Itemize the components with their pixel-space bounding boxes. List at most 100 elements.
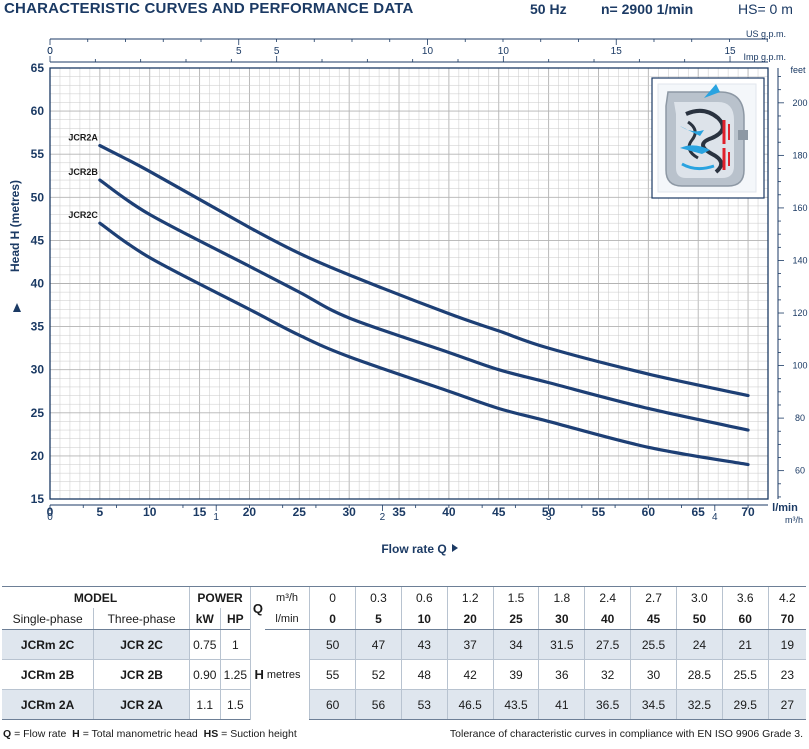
head-cell: 32.5 (675, 689, 723, 720)
feet-tick-label: 100 (792, 361, 807, 371)
head-cell: 36 (538, 659, 585, 690)
m3h-tick-label: 2 (380, 512, 386, 523)
q-m3h-cell: 1.5 (492, 586, 539, 608)
y-axis-title: Head H (metres) (8, 180, 22, 272)
q-m3h-cell: 4.2 (767, 586, 806, 608)
x-tick-label: 65 (692, 505, 706, 519)
head-cell: 56 (355, 689, 402, 720)
h-desc: = Total manometric head (82, 728, 198, 740)
feet-tick-label: 160 (792, 203, 807, 213)
three-phase-model: JCR 2C (93, 629, 190, 660)
head-cell: 55 (309, 659, 356, 690)
m3h-tick-label: 1 (213, 512, 219, 523)
q-m3h-cell: 3.6 (721, 586, 769, 608)
y-tick-label: 55 (31, 147, 45, 161)
x-tick-labels: 0 5 10 15 20 25 30 35 40 45 50 55 60 65 70 (47, 505, 755, 519)
performance-chart: 0 5 10 15 0 5 10 15 US g.p.m. Imp g.p.m. 0 1 2 3 4… (8, 29, 808, 556)
q-lmin-cell: 0 (309, 608, 356, 630)
feet-tick-label: 180 (792, 150, 807, 160)
tolerance-note: Tolerance of characteristic curves in co… (449, 728, 803, 740)
single-phase-model: JCRm 2A (2, 689, 94, 720)
legend-footnote: Q = Flow rate H = Total manometric head … (3, 728, 297, 740)
imp-gpm-tick-label: 10 (498, 46, 510, 57)
head-cell: 34 (492, 629, 539, 660)
head-cell: 47 (355, 629, 402, 660)
curves (98, 143, 750, 467)
x-tick-label: 0 (47, 505, 54, 519)
single-phase-model: JCRm 2B (2, 659, 94, 690)
x-tick-label: 60 (642, 505, 656, 519)
q-m3h-cell: 3.0 (675, 586, 723, 608)
head-cell: 27 (767, 689, 806, 720)
q-header: Q (250, 586, 265, 630)
page-title: CHARACTERISTIC CURVES AND PERFORMANCE DA… (4, 0, 414, 17)
head-cell: 46.5 (446, 689, 494, 720)
x-unit-label: l/min (772, 502, 798, 514)
hs-desc: = Suction height (221, 728, 297, 740)
x-tick-label: 55 (592, 505, 606, 519)
kw-value: 1.1 (188, 689, 221, 720)
feet-tick-label: 80 (795, 413, 805, 423)
imp-gpm-label: Imp g.p.m. (743, 52, 786, 62)
head-cell: 42 (446, 659, 494, 690)
head-cell: 48 (400, 659, 448, 690)
curve-jcr2c (98, 221, 750, 467)
h-unit: metres (266, 668, 301, 681)
q-lmin-cell: 20 (446, 608, 494, 630)
m3h-ticks: 0 1 2 3 4 (47, 505, 749, 523)
y-tick-label: 50 (31, 190, 45, 204)
single-phase-header: Single-phase (2, 608, 94, 630)
hp-value: 1 (219, 629, 251, 660)
q-lmin-cell: 25 (492, 608, 539, 630)
head-cell: 52 (355, 659, 402, 690)
q-m3h-cell: 2.4 (584, 586, 631, 608)
head-cell: 23 (767, 659, 806, 690)
m3h-tick-label: 0 (47, 512, 53, 523)
y-axis-arrow-icon (13, 303, 21, 312)
feet-axis-label: feet (790, 65, 806, 75)
speed-label: n= 2900 1/min (601, 1, 694, 17)
lmin-unit: l/min (264, 608, 310, 630)
head-cell: 27.5 (584, 629, 631, 660)
feet-ticks: 60 80 100 120 140 160 180 200 (778, 76, 808, 498)
curve-label: JCR2B (68, 167, 98, 177)
suction-label: HS= 0 m (738, 1, 793, 17)
head-cell: 43.5 (492, 689, 539, 720)
q-lmin-cell: 40 (584, 608, 631, 630)
y-tick-label: 15 (31, 492, 45, 506)
us-gpm-tick-label: 0 (47, 46, 53, 57)
m3h-axis-label: m³/h (785, 515, 803, 525)
kw-value: 0.75 (188, 629, 221, 660)
single-phase-model: JCRm 2C (2, 629, 94, 660)
x-tick-label: 35 (392, 505, 406, 519)
y-tick-label: 65 (31, 61, 45, 75)
q-m3h-cell: 2.7 (630, 586, 677, 608)
feet-tick-label: 140 (792, 255, 807, 265)
q-m3h-cell: 1.2 (446, 586, 494, 608)
plot-frame (49, 67, 769, 500)
head-cell: 32 (584, 659, 631, 690)
q-lmin-cell: 10 (400, 608, 448, 630)
head-cell: 30 (630, 659, 677, 690)
y-tick-label: 45 (31, 233, 45, 247)
x-tick-label: 45 (492, 505, 506, 519)
curve-labels: JCR2A JCR2B JCR2C (68, 133, 98, 221)
power-header: POWER (188, 586, 251, 608)
head-cell: 60 (309, 689, 356, 720)
head-cell: 41 (538, 689, 585, 720)
head-cell: 31.5 (538, 629, 585, 660)
kw-header: kW (188, 608, 221, 630)
q-m3h-cell: 1.8 (538, 586, 585, 608)
performance-table: MODEL POWER Q m³/h 0 0.3 0.6 1.2 1.5 1.8… (2, 586, 806, 720)
feet-tick-label: 120 (792, 308, 807, 318)
y-tick-labels: 15 20 25 30 35 40 45 50 55 60 65 (31, 61, 45, 506)
y-tick-label: 60 (31, 104, 45, 118)
pump-illustration (651, 77, 765, 199)
x-tick-label: 30 (342, 505, 356, 519)
y-tick-label: 35 (31, 320, 45, 334)
x-tick-label: 25 (293, 505, 307, 519)
q-m3h-cell: 0 (309, 586, 356, 608)
imp-gpm-tick-label: 5 (274, 46, 280, 57)
head-cell: 25.5 (630, 629, 677, 660)
head-cell: 37 (446, 629, 494, 660)
